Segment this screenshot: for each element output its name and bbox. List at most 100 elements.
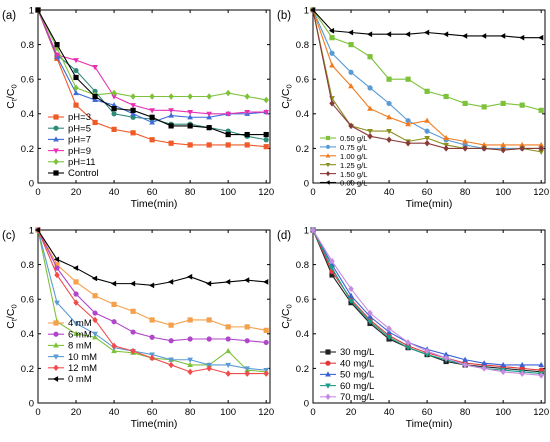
- data-point: [92, 331, 98, 337]
- y-tick-label: 0.6: [21, 75, 34, 86]
- legend-marker: [53, 148, 59, 154]
- plot-frame: [37, 229, 271, 404]
- data-point: [348, 42, 354, 48]
- y-tick-label: 0.4: [296, 109, 309, 120]
- data-point: [244, 93, 250, 100]
- data-point: [111, 94, 117, 100]
- data-point: [519, 145, 525, 152]
- data-point: [424, 347, 430, 355]
- data-point: [263, 327, 269, 333]
- data-point: [225, 347, 232, 354]
- series-2: [310, 6, 545, 148]
- series-0: [310, 7, 544, 113]
- data-point: [130, 329, 136, 335]
- data-point: [73, 321, 79, 327]
- data-point: [225, 324, 231, 330]
- legend-marker: [325, 383, 331, 389]
- data-point: [53, 256, 60, 263]
- data-point: [386, 335, 392, 341]
- legend-marker: [325, 360, 331, 366]
- legend-label: pH=3: [68, 112, 91, 123]
- x-tick-label: 120: [533, 407, 549, 418]
- data-point: [538, 34, 544, 41]
- x-axis-title: Time(min): [131, 418, 178, 430]
- y-tick-label: 1: [304, 5, 309, 16]
- legend-label: pH=9: [68, 146, 91, 157]
- legend-label: pH=7: [68, 135, 91, 146]
- legend-marker: [53, 342, 59, 348]
- legend-marker: [53, 125, 59, 131]
- data-point: [500, 361, 507, 368]
- data-point: [149, 334, 155, 340]
- data-point: [386, 100, 392, 107]
- chart-panel-d: 0 20 40 60 80 100 120 0 0.2 0.4 0.6 0.8 1 Time(min) Ct…: [277, 225, 549, 430]
- data-point: [187, 361, 193, 368]
- data-point: [225, 336, 231, 342]
- legend-label: Control: [68, 168, 99, 179]
- data-point: [519, 370, 525, 377]
- data-point: [148, 282, 155, 289]
- data-point: [92, 93, 98, 100]
- legend-label: pH=5: [68, 123, 91, 134]
- x-tick-label: 40: [384, 187, 395, 198]
- y-tick-label: 0: [29, 178, 34, 189]
- data-point: [167, 279, 174, 285]
- y-tick-label: 0.6: [21, 295, 34, 306]
- data-point: [225, 89, 231, 97]
- legend-marker: [325, 144, 331, 150]
- data-point: [538, 149, 545, 155]
- y-tick-label: 0.4: [21, 109, 34, 120]
- data-point: [129, 280, 136, 287]
- plot-frame: [312, 9, 546, 184]
- series-line: [312, 9, 542, 111]
- data-point: [206, 93, 212, 100]
- data-point: [519, 361, 526, 368]
- x-tick-label: 20: [71, 187, 82, 198]
- data-point: [130, 114, 136, 120]
- data-point: [405, 76, 411, 82]
- x-tick-label: 0: [35, 187, 40, 198]
- x-tick-label: 60: [422, 187, 433, 198]
- data-point: [206, 336, 212, 342]
- data-point: [187, 114, 193, 120]
- data-point: [244, 109, 251, 116]
- data-point: [187, 336, 193, 342]
- data-point: [386, 325, 392, 332]
- data-point: [92, 293, 98, 299]
- data-point: [206, 111, 213, 117]
- series-4: [35, 226, 269, 377]
- data-point: [481, 33, 487, 39]
- data-point: [348, 285, 354, 293]
- data-point: [462, 361, 468, 369]
- data-point: [206, 280, 212, 287]
- legend-label: 1.25 g/L: [340, 161, 367, 170]
- data-point: [500, 100, 506, 107]
- x-tick-label: 100: [220, 407, 236, 418]
- data-point: [168, 108, 174, 114]
- data-point: [538, 361, 545, 368]
- x-tick-label: 120: [258, 407, 274, 418]
- data-point: [206, 125, 212, 131]
- y-tick-label: 0.8: [21, 260, 34, 271]
- x-tick-label: 80: [185, 187, 196, 198]
- y-tick-label: 0.4: [296, 329, 309, 340]
- series-line: [37, 9, 267, 124]
- y-tick-label: 0.8: [296, 260, 309, 271]
- data-point: [149, 119, 155, 125]
- data-point: [92, 96, 98, 103]
- data-point: [538, 141, 545, 148]
- data-point: [111, 342, 117, 350]
- data-point: [187, 123, 193, 129]
- data-point: [187, 142, 193, 148]
- data-point: [73, 279, 79, 285]
- legend-marker: [325, 163, 331, 168]
- data-point: [367, 105, 373, 111]
- legend-marker: [53, 136, 59, 142]
- x-tick-label: 60: [147, 187, 158, 198]
- series-line: [37, 229, 267, 286]
- legend-marker: [53, 364, 59, 372]
- data-point: [329, 62, 335, 68]
- data-point: [187, 317, 193, 323]
- data-point: [92, 316, 98, 324]
